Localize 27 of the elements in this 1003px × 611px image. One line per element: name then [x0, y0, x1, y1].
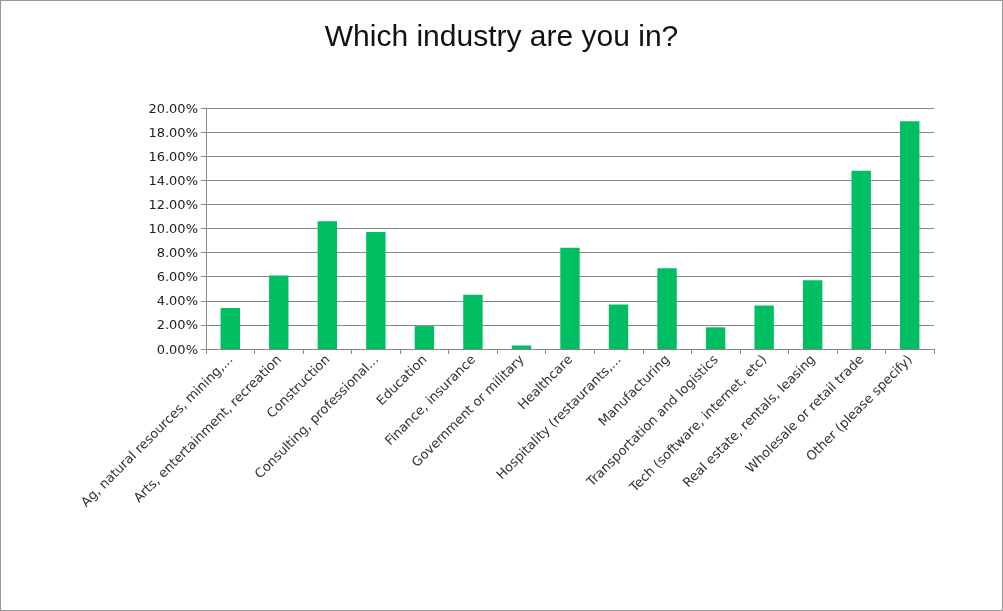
bar: [269, 275, 289, 349]
bar: [851, 170, 871, 349]
y-tick-label: 16.00%: [148, 148, 198, 164]
bar: [900, 121, 920, 349]
y-tick-label: 6.00%: [156, 269, 198, 285]
bar: [463, 294, 483, 349]
bar: [705, 327, 726, 349]
y-tick-label: 8.00%: [156, 245, 198, 261]
chart-title: Which industry are you in?: [324, 18, 679, 52]
bar: [511, 345, 532, 349]
y-tick-label: 20.00%: [148, 100, 198, 116]
bar: [754, 305, 774, 349]
y-tick-label: 10.00%: [148, 221, 198, 236]
bar: [414, 326, 435, 349]
y-tick-label: 14.00%: [148, 172, 198, 188]
y-tick-label: 4.00%: [156, 293, 198, 309]
y-tick-label: 18.00%: [148, 124, 198, 140]
bar: [802, 280, 823, 349]
bar: [657, 268, 677, 349]
bar: [220, 308, 240, 349]
bar: [366, 232, 386, 349]
y-tick-label: 0.00%: [156, 341, 198, 357]
bar: [608, 304, 629, 349]
y-tick-label: 12.00%: [148, 196, 198, 212]
bar: [560, 247, 580, 349]
bar: [317, 221, 338, 349]
y-tick-label: 2.00%: [156, 317, 198, 333]
